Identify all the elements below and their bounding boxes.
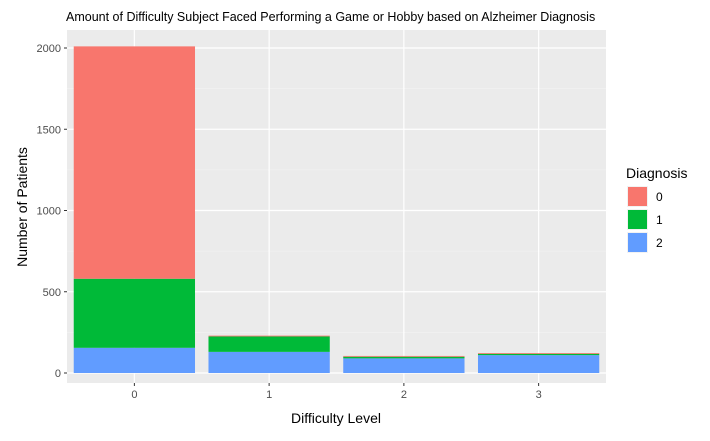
- x-tick-label: 1: [266, 389, 272, 401]
- legend-key-0: [628, 187, 647, 206]
- bar-diag-0-level-3: [477, 353, 600, 354]
- y-tick-label: 1500: [37, 124, 61, 136]
- y-axis-ticks: 0 500 1000 1500 2000: [37, 43, 67, 380]
- y-tick-label: 500: [43, 287, 61, 299]
- bar-diag-0-level-2: [343, 355, 465, 357]
- x-axis-title: Difficulty Level: [291, 410, 381, 426]
- bar-diag-2-level-3: [477, 355, 600, 373]
- x-tick-label: 3: [536, 389, 542, 401]
- bars: [73, 46, 600, 373]
- y-tick-label: 1000: [37, 206, 61, 218]
- bar-diag-1-level-2: [343, 356, 465, 359]
- legend-label-2: 2: [656, 236, 663, 250]
- y-axis-title: Number of Patients: [14, 147, 30, 267]
- chart-title: Amount of Difficulty Subject Faced Perfo…: [66, 10, 595, 24]
- x-axis-ticks: 0 1 2 3: [131, 383, 542, 401]
- bar-diag-0-level-0: [73, 46, 196, 279]
- y-tick-label: 2000: [37, 43, 61, 55]
- legend-key-2: [628, 233, 647, 252]
- x-tick-label: 2: [401, 389, 407, 401]
- y-tick-label: 0: [55, 368, 61, 380]
- bar-diag-1-level-1: [208, 336, 330, 352]
- legend-key-1: [628, 210, 647, 229]
- bar-diag-2-level-0: [73, 347, 196, 373]
- bar-diag-2-level-2: [343, 358, 465, 373]
- legend-label-1: 1: [656, 213, 663, 227]
- legend-title: Diagnosis: [626, 165, 687, 181]
- bar-diag-0-level-1: [208, 335, 330, 337]
- bar-diag-2-level-1: [208, 351, 330, 373]
- bar-diag-1-level-0: [73, 278, 196, 348]
- x-tick-label: 0: [131, 389, 137, 401]
- bar-diag-1-level-3: [477, 353, 600, 356]
- legend: Diagnosis 0 1 2: [626, 165, 687, 253]
- legend-label-0: 0: [656, 190, 663, 204]
